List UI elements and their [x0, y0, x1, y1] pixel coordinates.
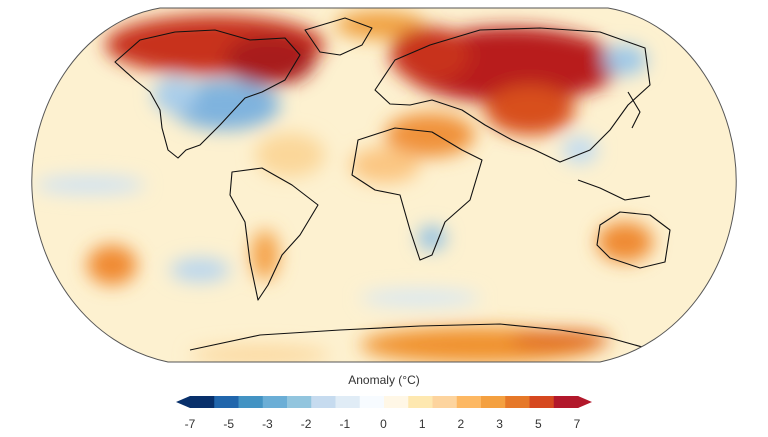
central-asia-anomaly — [485, 85, 575, 135]
legend-title: Anomaly (°C) — [348, 373, 420, 387]
colorbar-tick-label: 2 — [458, 417, 465, 431]
western-north-america-anomaly — [153, 77, 197, 113]
colorbar-segment — [287, 396, 312, 408]
colorbar-segment — [505, 396, 530, 408]
colorbar-tick-label: -5 — [223, 417, 234, 431]
north-america-outline — [114, 29, 301, 159]
australia-anomaly — [597, 222, 653, 262]
south-america-outline — [229, 167, 319, 301]
eurasia-outline — [374, 27, 651, 163]
southern-africa-anomaly — [418, 226, 446, 250]
north-atlantic-anomaly — [255, 133, 325, 177]
coastlines — [114, 17, 671, 353]
greenland-sea-anomaly — [335, 11, 425, 39]
colorbar-tick-label: 3 — [496, 417, 503, 431]
hudson-bay-anomaly — [225, 35, 315, 85]
colorbar-tick-label: -3 — [262, 417, 273, 431]
middle-east-anomaly — [385, 113, 475, 157]
colorbar-segment — [359, 396, 385, 408]
southeast-asia-anomaly — [562, 136, 598, 164]
anomaly-blobs — [35, 11, 653, 362]
eastern-europe-anomaly — [390, 27, 470, 83]
antarctica-outline — [189, 323, 661, 353]
anomaly-field — [31, 8, 737, 362]
colorbar-segment — [214, 396, 239, 408]
colorbar-tick-label: 7 — [574, 417, 581, 431]
maritime-continent-outline — [577, 179, 651, 201]
colorbar-tick-label: -2 — [301, 417, 312, 431]
colorbar-tick-label: -1 — [339, 417, 350, 431]
colorbar-segment — [553, 396, 579, 408]
colorbar-segment — [408, 396, 433, 408]
argentina-anomaly — [251, 230, 279, 280]
colorbar-tick-label: 5 — [535, 417, 542, 431]
southern-ocean-anomaly — [360, 290, 480, 306]
colorbar-tick-label: 1 — [419, 417, 426, 431]
colorbar-segment — [190, 396, 215, 408]
africa-outline — [351, 127, 483, 261]
south-pacific-anomaly — [87, 245, 137, 285]
greenland-outline — [304, 17, 373, 56]
colorbar-segment — [384, 396, 409, 408]
japan-outline — [627, 91, 641, 129]
colorbar-segment — [432, 396, 458, 408]
west-antarctica-anomaly — [190, 345, 330, 362]
world-map — [31, 7, 737, 363]
australia-outline — [596, 211, 671, 269]
southeast-pacific-anomaly — [170, 258, 230, 282]
colorbar-tick-label: -7 — [185, 417, 196, 431]
colorbar: -7 -5 -3 -2 -1 0 1 2 3 5 7 — [176, 396, 592, 431]
north-africa-anomaly — [350, 147, 420, 183]
colorbar-segment — [238, 396, 264, 408]
colorbar-segment — [311, 396, 336, 408]
colorbar-max-arrow — [578, 396, 592, 408]
colorbar-segment — [529, 396, 555, 408]
colorbar-segment — [481, 396, 506, 408]
eastern-north-america-anomaly — [170, 80, 280, 130]
antarctica-coast-anomaly — [510, 330, 610, 350]
colorbar-segment — [335, 396, 361, 408]
colorbar-min-arrow — [176, 396, 190, 408]
temperature-anomaly-map — [31, 7, 737, 363]
equatorial-pacific-anomaly — [35, 176, 145, 194]
color-legend: -7 -5 -3 -2 -1 0 1 2 3 5 7 — [0, 390, 768, 437]
globe-border — [31, 7, 737, 363]
colorbar-tick-label: 0 — [380, 417, 387, 431]
eastern-siberia-anomaly — [603, 45, 647, 75]
colorbar-segment — [456, 396, 482, 408]
colorbar-segment — [262, 396, 288, 408]
